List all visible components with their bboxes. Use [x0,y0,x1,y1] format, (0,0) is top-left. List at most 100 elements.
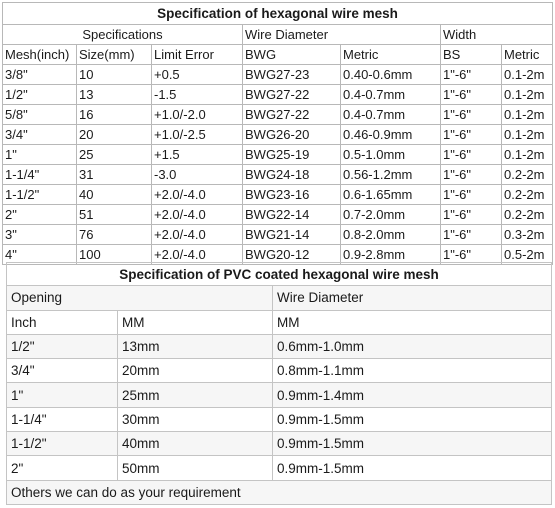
group-header-specifications: Specifications [2,24,243,45]
inch-cell: 1" [6,382,118,408]
limit-error-cell: +2.0/-4.0 [151,204,243,225]
metric-cell: 0.4-0.7mm [340,104,441,125]
size-cell: 20 [76,124,152,145]
pvc-coated-wire-mesh-spec-table: Specification of PVC coated hexagonal wi… [6,261,552,506]
bs-cell: 1"-6" [440,104,502,125]
opening-mm-cell: 13mm [117,333,273,360]
table-footer-note: Others we can do as your requirement [6,479,552,506]
bwg-cell: BWG26-20 [242,124,341,145]
bwg-cell: BWG27-23 [242,64,341,85]
table-row: 3" 76 +2.0/-4.0 BWG21-14 0.8-2.0mm 1"-6"… [2,224,554,245]
mesh-cell: 3/4" [2,124,77,145]
limit-error-cell: +2.0/-4.0 [151,244,243,265]
column-header-opening-mm: MM [117,309,273,335]
column-header-size-mm: Size(mm) [76,44,152,65]
column-header-opening: Opening [6,285,273,311]
width-metric-cell: 0.2-2m [500,164,554,185]
column-header-mesh-inch: Mesh(inch) [2,44,77,65]
opening-mm-cell: 30mm [117,406,273,433]
mesh-cell: 5/8" [2,104,77,125]
metric-cell: 0.4-0.7mm [340,84,441,105]
size-cell: 40 [76,184,152,205]
column-header-bs: BS [440,44,502,65]
column-header-width-metric: Metric [500,44,554,65]
limit-error-cell: +1.5 [151,144,243,165]
width-metric-cell: 0.2-2m [500,184,554,205]
size-cell: 31 [76,164,152,185]
group-header-wire-diameter: Wire Diameter [242,24,441,45]
mesh-cell: 1/2" [2,84,77,105]
table-row: 1" 25 +1.5 BWG25-19 0.5-1.0mm 1"-6" 0.1-… [2,144,554,165]
wire-mm-cell: 0.8mm-1.1mm [272,358,552,384]
metric-cell: 0.5-1.0mm [340,144,441,165]
column-header-limit-error: Limit Error [151,44,243,65]
limit-error-cell: -1.5 [151,84,243,105]
mesh-cell: 1-1/2" [2,184,77,205]
table-title: Specification of PVC coated hexagonal wi… [6,261,552,287]
bs-cell: 1"-6" [440,124,502,145]
mesh-cell: 2" [2,204,77,225]
wire-mm-cell: 0.9mm-1.5mm [272,406,552,433]
bs-cell: 1"-6" [440,184,502,205]
hexagonal-wire-mesh-spec-table: Specification of hexagonal wire mesh Spe… [1,2,554,265]
inch-cell: 1-1/2" [6,431,118,457]
wire-mm-cell: 0.6mm-1.0mm [272,333,552,360]
bs-cell: 1"-6" [440,164,502,185]
width-metric-cell: 0.1-2m [500,104,554,125]
size-cell: 13 [76,84,152,105]
column-header-metric: Metric [340,44,441,65]
opening-mm-cell: 40mm [117,431,273,457]
table-row: 3/4" 20 +1.0/-2.5 BWG26-20 0.46-0.9mm 1"… [2,124,554,145]
metric-cell: 0.8-2.0mm [340,224,441,245]
column-header-bwg: BWG [242,44,341,65]
mesh-cell: 3/8" [2,64,77,85]
metric-cell: 0.7-2.0mm [340,204,441,225]
bwg-cell: BWG27-22 [242,104,341,125]
width-metric-cell: 0.5-2m [500,244,554,265]
inch-cell: 3/4" [6,358,118,384]
table-row: 1" 25mm 0.9mm-1.4mm [6,382,552,408]
bwg-cell: BWG22-14 [242,204,341,225]
metric-cell: 0.46-0.9mm [340,124,441,145]
bwg-cell: BWG24-18 [242,164,341,185]
bs-cell: 1"-6" [440,64,502,85]
limit-error-cell: +1.0/-2.0 [151,104,243,125]
metric-cell: 0.6-1.65mm [340,184,441,205]
column-header-wire-mm: MM [272,309,552,335]
inch-cell: 1-1/4" [6,406,118,433]
metric-cell: 0.56-1.2mm [340,164,441,185]
table-row: 1-1/2" 40mm 0.9mm-1.5mm [6,431,552,457]
limit-error-cell: -3.0 [151,164,243,185]
table-row: 2" 50mm 0.9mm-1.5mm [6,455,552,481]
mesh-cell: 3" [2,224,77,245]
width-metric-cell: 0.2-2m [500,204,554,225]
wire-mm-cell: 0.9mm-1.4mm [272,382,552,408]
group-header-width: Width [439,24,554,45]
opening-mm-cell: 20mm [117,358,273,384]
limit-error-cell: +2.0/-4.0 [151,224,243,245]
mesh-cell: 1" [2,144,77,165]
column-header-inch: Inch [6,309,118,335]
column-header-wire-diameter: Wire Diameter [272,285,552,311]
size-cell: 10 [76,64,152,85]
table-row: 2" 51 +2.0/-4.0 BWG22-14 0.7-2.0mm 1"-6"… [2,204,554,225]
width-metric-cell: 0.1-2m [500,124,554,145]
limit-error-cell: +2.0/-4.0 [151,184,243,205]
bwg-cell: BWG27-22 [242,84,341,105]
inch-cell: 1/2" [6,333,118,360]
bs-cell: 1"-6" [440,224,502,245]
inch-cell: 2" [6,455,118,481]
size-cell: 51 [76,204,152,225]
wire-mm-cell: 0.9mm-1.5mm [272,431,552,457]
size-cell: 25 [76,144,152,165]
bs-cell: 1"-6" [440,84,502,105]
width-metric-cell: 0.1-2m [500,84,554,105]
mesh-cell: 1-1/4" [2,164,77,185]
table-row: 1-1/2" 40 +2.0/-4.0 BWG23-16 0.6-1.65mm … [2,184,554,205]
table-row: 3/8" 10 +0.5 BWG27-23 0.40-0.6mm 1"-6" 0… [2,64,554,85]
table-row: 1-1/4" 31 -3.0 BWG24-18 0.56-1.2mm 1"-6"… [2,164,554,185]
wire-mm-cell: 0.9mm-1.5mm [272,455,552,481]
bs-cell: 1"-6" [440,204,502,225]
size-cell: 76 [76,224,152,245]
size-cell: 16 [76,104,152,125]
